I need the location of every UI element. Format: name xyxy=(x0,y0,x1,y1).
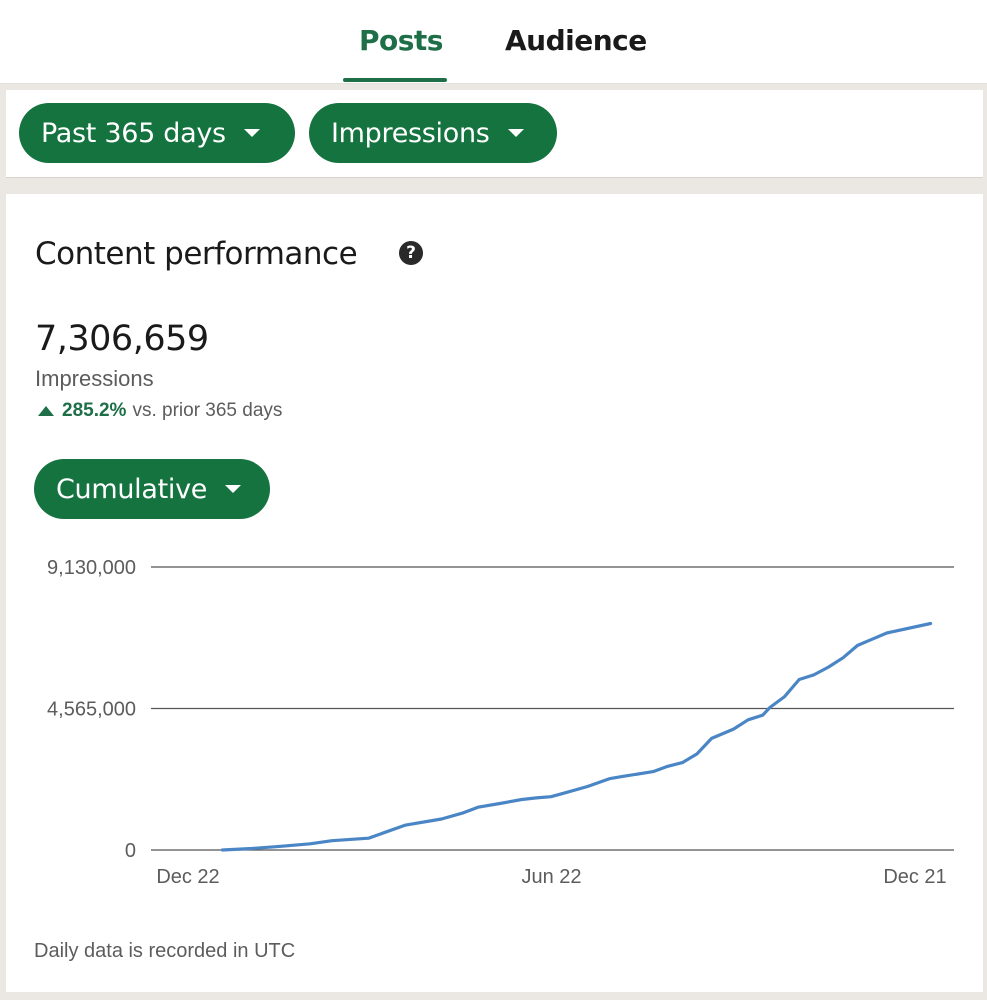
filter-bar: Past 365 days Impressions xyxy=(6,90,983,178)
y-tick-label: 9,130,000 xyxy=(47,557,136,579)
trend-up-icon xyxy=(38,406,54,416)
period-dropdown-label: Past 365 days xyxy=(41,117,226,149)
tab-bar: Posts Audience xyxy=(0,0,987,84)
y-tick-label: 4,565,000 xyxy=(47,699,136,721)
mode-dropdown-label: Cumulative xyxy=(56,473,208,505)
metric-dropdown-label: Impressions xyxy=(331,117,490,149)
impressions-series-line xyxy=(220,621,933,852)
metric-label: Impressions xyxy=(35,366,154,391)
mode-dropdown[interactable]: Cumulative xyxy=(34,459,270,519)
help-icon[interactable]: ? xyxy=(399,241,423,265)
metric-dropdown[interactable]: Impressions xyxy=(309,103,557,163)
caret-down-icon xyxy=(507,129,524,137)
x-tick-label: Dec 21 xyxy=(883,866,946,888)
content-performance-card: Content performance ? 7,306,659 Impressi… xyxy=(6,194,983,992)
total-impressions: 7,306,659 xyxy=(35,319,209,359)
period-dropdown[interactable]: Past 365 days xyxy=(19,103,295,163)
change-percent: 285.2% xyxy=(62,400,127,421)
tab-audience[interactable]: Audience xyxy=(505,24,647,57)
card-title: Content performance xyxy=(35,236,358,272)
y-tick-label: 0 xyxy=(125,840,136,862)
change-indicator: 285.2% vs. prior 365 days xyxy=(38,400,282,422)
x-tick-label: Jun 22 xyxy=(521,866,581,888)
tab-posts[interactable]: Posts xyxy=(359,24,443,57)
footnote: Daily data is recorded in UTC xyxy=(34,940,296,962)
change-text: vs. prior 365 days xyxy=(132,400,283,421)
x-tick-label: Dec 22 xyxy=(156,866,219,888)
active-tab-indicator xyxy=(343,78,447,82)
impressions-line-chart: 9,130,000 4,565,000 0 Dec 22 Jun 22 Dec 21 xyxy=(47,557,954,888)
caret-down-icon xyxy=(243,129,260,137)
caret-down-icon xyxy=(225,485,242,493)
